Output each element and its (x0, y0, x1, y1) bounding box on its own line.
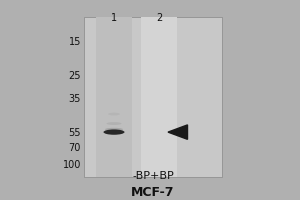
Ellipse shape (103, 129, 124, 135)
Text: 70: 70 (69, 143, 81, 153)
Text: 100: 100 (63, 160, 81, 170)
Ellipse shape (106, 122, 122, 125)
Text: 15: 15 (69, 37, 81, 47)
Text: 35: 35 (69, 94, 81, 104)
Bar (96, 17, 132, 177)
Ellipse shape (105, 128, 123, 131)
Polygon shape (168, 125, 188, 139)
Text: 1: 1 (111, 13, 117, 23)
Text: 55: 55 (68, 128, 81, 138)
Ellipse shape (108, 113, 120, 115)
Bar (141, 17, 177, 177)
Text: 2: 2 (156, 13, 162, 23)
Text: -BP+BP: -BP+BP (132, 171, 174, 181)
FancyBboxPatch shape (84, 17, 222, 177)
Text: 25: 25 (68, 71, 81, 81)
Text: MCF-7: MCF-7 (131, 186, 175, 199)
